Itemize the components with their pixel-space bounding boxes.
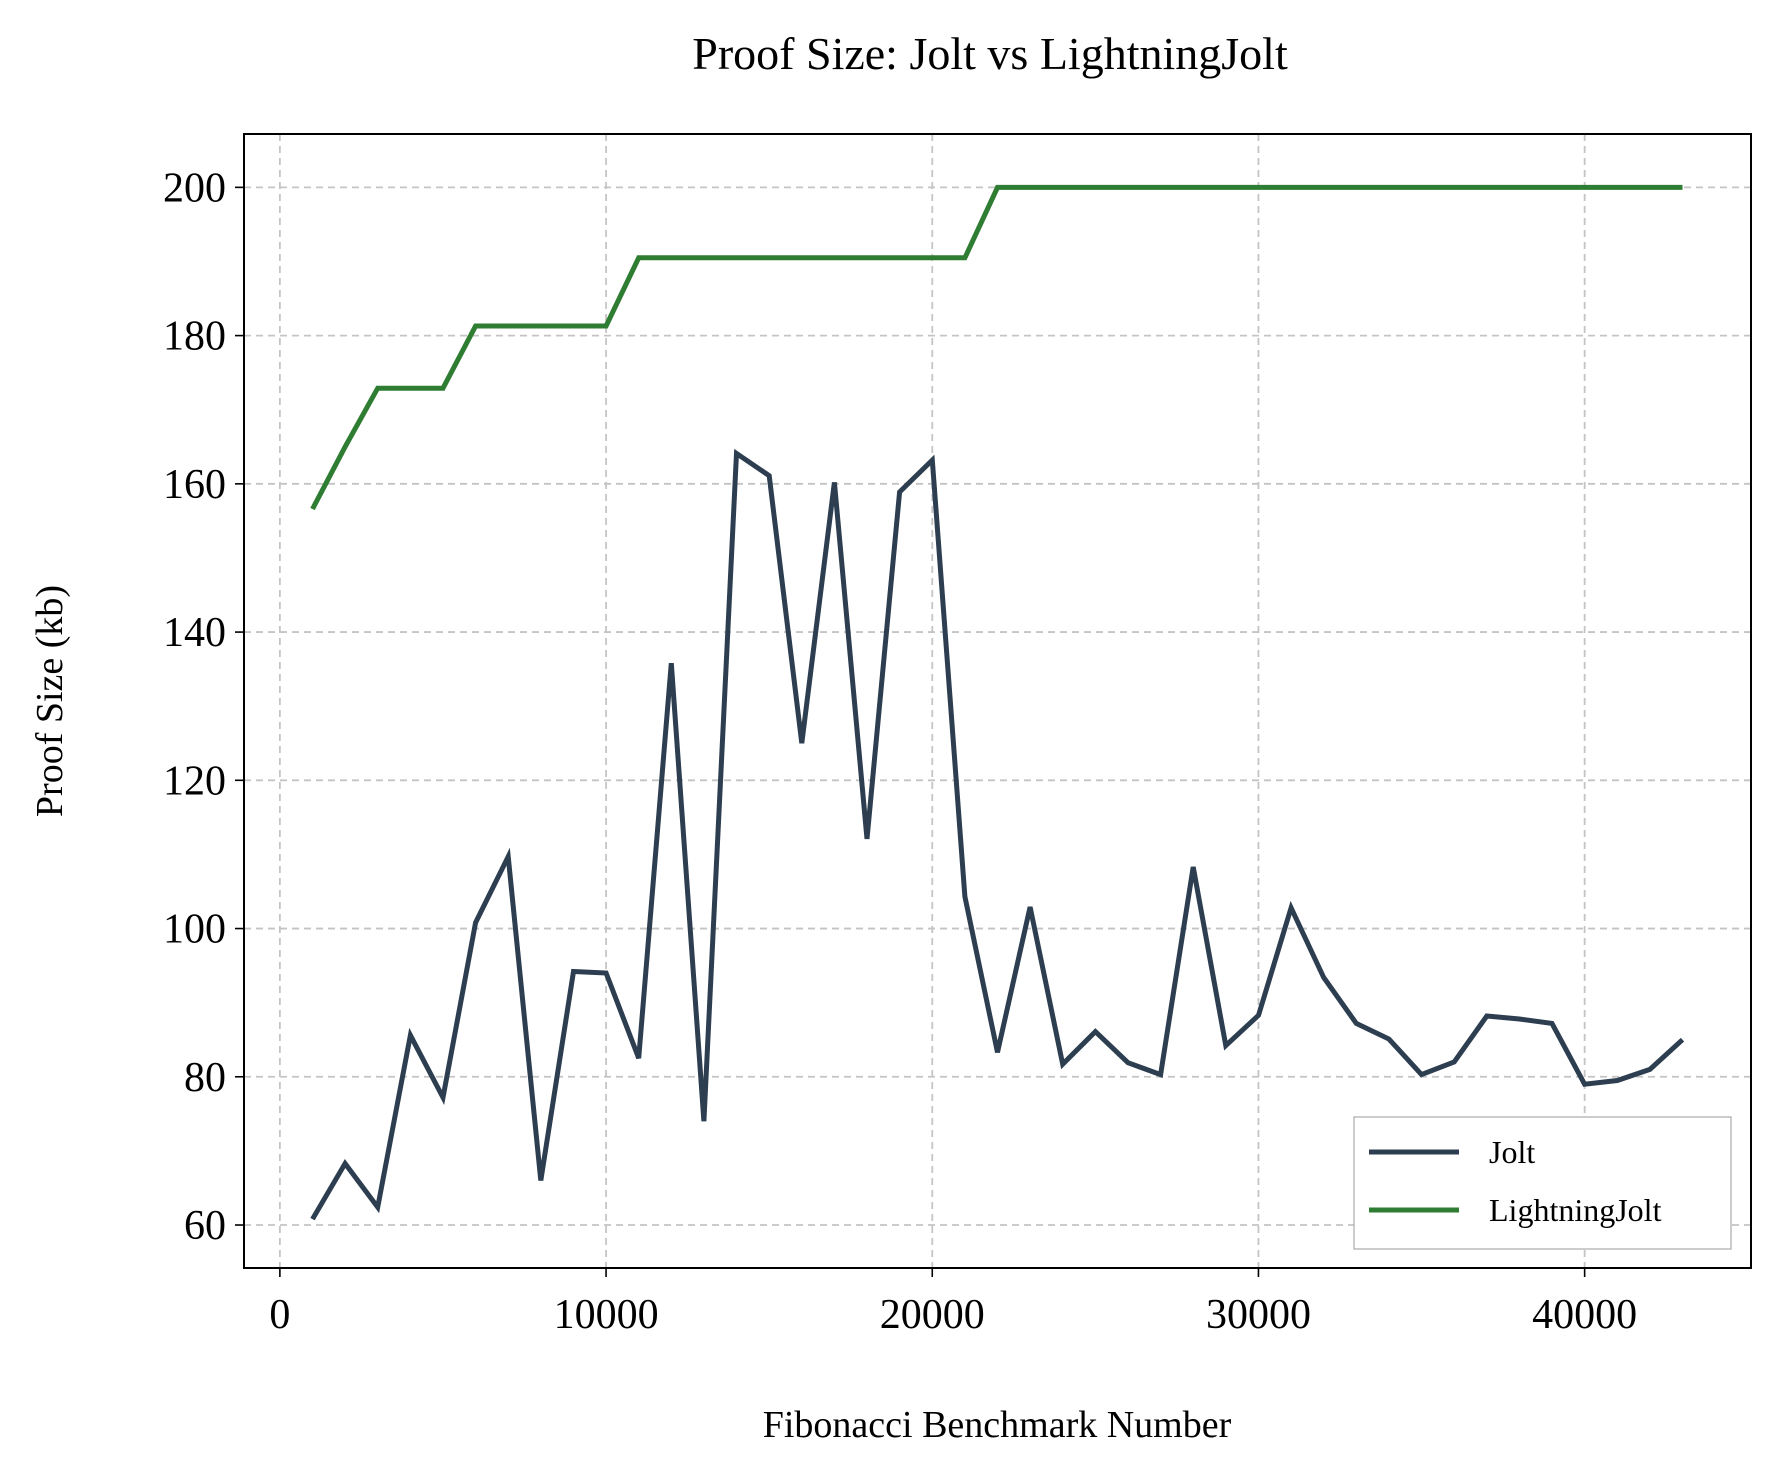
y-tick-label: 100 [163,907,226,953]
legend-label-lightningjolt: LightningJolt [1489,1192,1662,1228]
plot-frame [243,133,1752,1269]
x-axis-label: Fibonacci Benchmark Number [763,1404,1232,1446]
x-tick-label: 30000 [1206,1292,1311,1338]
series-lines [310,184,1685,1221]
x-tick-label: 20000 [880,1292,985,1338]
y-tick-label: 140 [163,610,226,656]
x-tick-label: 0 [269,1292,290,1338]
x-tick-label: 10000 [554,1292,659,1338]
y-tick-label: 120 [163,758,226,804]
legend-box [1353,1116,1732,1250]
x-tick-label: 40000 [1532,1292,1637,1338]
chart-title: Proof Size: Jolt vs LightningJolt [692,28,1288,79]
axis-ticks: 0 10000 20000 30000 40000 60 80 100 120 140 160 180… [163,165,1637,1338]
series-line-lightningjolt [310,184,1683,511]
y-axis-label: Proof Size (kb) [29,585,71,817]
y-tick-label: 60 [184,1203,226,1249]
y-tick-label: 200 [163,165,226,211]
legend: Jolt LightningJolt [1353,1116,1732,1250]
y-tick-label: 160 [163,462,226,508]
grid-lines [244,134,1751,1268]
y-tick-label: 180 [163,314,226,360]
y-tick-label: 80 [184,1055,226,1101]
series-line-jolt [310,448,1685,1221]
legend-label-jolt: Jolt [1489,1134,1535,1170]
